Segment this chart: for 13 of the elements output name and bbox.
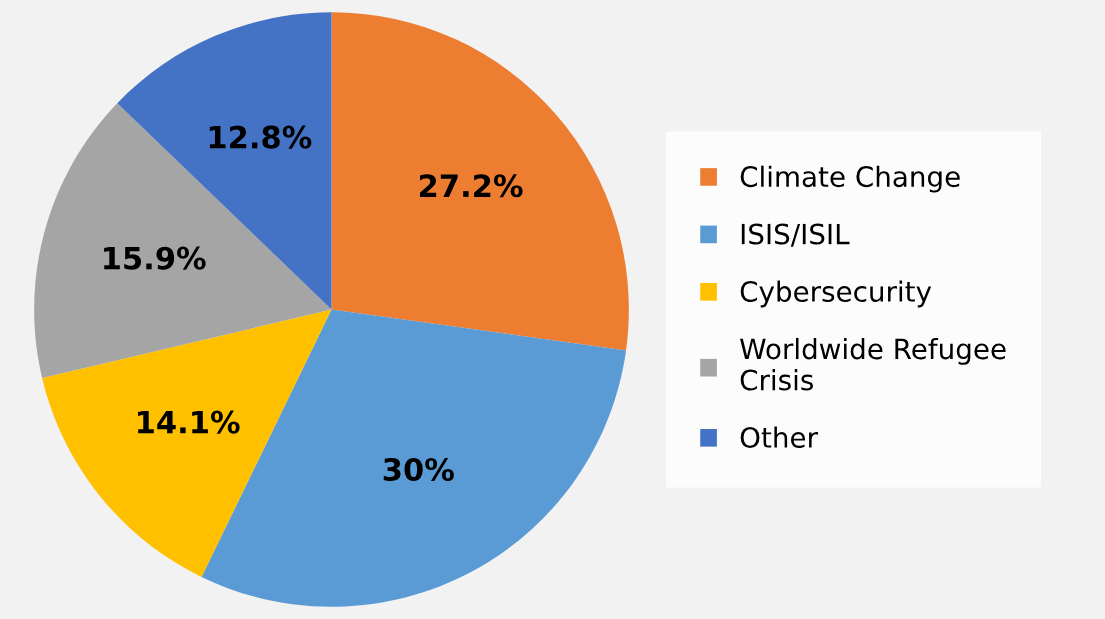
pie-slice <box>34 103 332 379</box>
legend-label: ISIS/ISIL <box>741 223 850 247</box>
data-label: 30% <box>383 457 454 482</box>
pie-slice <box>331 12 629 351</box>
data-label: 15.9% <box>104 246 206 270</box>
pie-slice <box>42 309 332 577</box>
legend-label: Climate Change <box>740 165 960 193</box>
data-label: 14.1% <box>138 410 240 434</box>
legend-label: Worldwide Refugee Crisis <box>740 337 1006 391</box>
data-label: 12.8% <box>209 125 312 149</box>
legend-label: Cybersecurity <box>740 280 932 308</box>
data-label: 27.2% <box>419 174 523 198</box>
legend-label: Other <box>740 426 818 448</box>
